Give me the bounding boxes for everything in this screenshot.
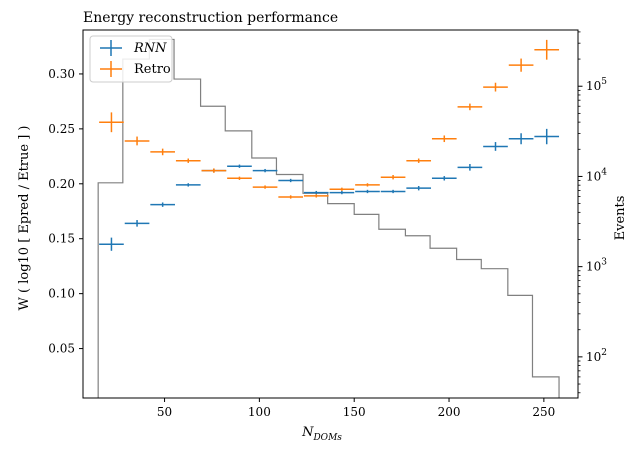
x-tick-label: 100	[248, 405, 271, 419]
y-axis: 0.05 0.10 0.15 0.20 0.25 0.30	[48, 67, 83, 356]
legend-label-retro: Retro	[134, 62, 171, 77]
x-tick-label: 50	[157, 405, 172, 419]
plot-area	[97, 38, 560, 398]
x-tick-label: 150	[343, 405, 366, 419]
y-tick-label: 0.10	[48, 287, 75, 301]
legend: RNN Retro	[89, 35, 173, 83]
events-histogram	[97, 38, 560, 398]
series-rnn	[99, 128, 560, 251]
y2-tick-label: 104	[586, 167, 607, 183]
x-axis-label: NDOMs	[301, 425, 342, 443]
y2-axis: 102 103 104 105	[578, 31, 607, 394]
legend-entry-rnn: RNN	[100, 40, 167, 56]
x-tick-label: 200	[438, 405, 461, 419]
plot-frame	[82, 29, 579, 399]
y2-axis-label: Events	[613, 196, 628, 241]
chart-title: Energy reconstruction performance	[83, 10, 338, 26]
y2-tick-label: 103	[586, 258, 607, 274]
legend-label-rnn: RNN	[133, 41, 167, 56]
y-axis-label: W ( log10 [ Epred / Etrue ] )	[17, 126, 32, 311]
x-axis: 50 100 150 200 250	[157, 398, 555, 419]
y-tick-label: 0.05	[48, 342, 75, 356]
y-tick-label: 0.25	[48, 122, 75, 136]
legend-entry-retro: Retro	[100, 61, 171, 77]
y2-tick-label: 102	[586, 348, 607, 364]
y2-tick-label: 105	[586, 77, 607, 93]
x-tick-label: 250	[532, 405, 555, 419]
series-retro	[99, 39, 560, 199]
y-tick-label: 0.15	[48, 232, 75, 246]
y-tick-label: 0.20	[48, 177, 75, 191]
y-tick-label: 0.30	[48, 67, 75, 81]
